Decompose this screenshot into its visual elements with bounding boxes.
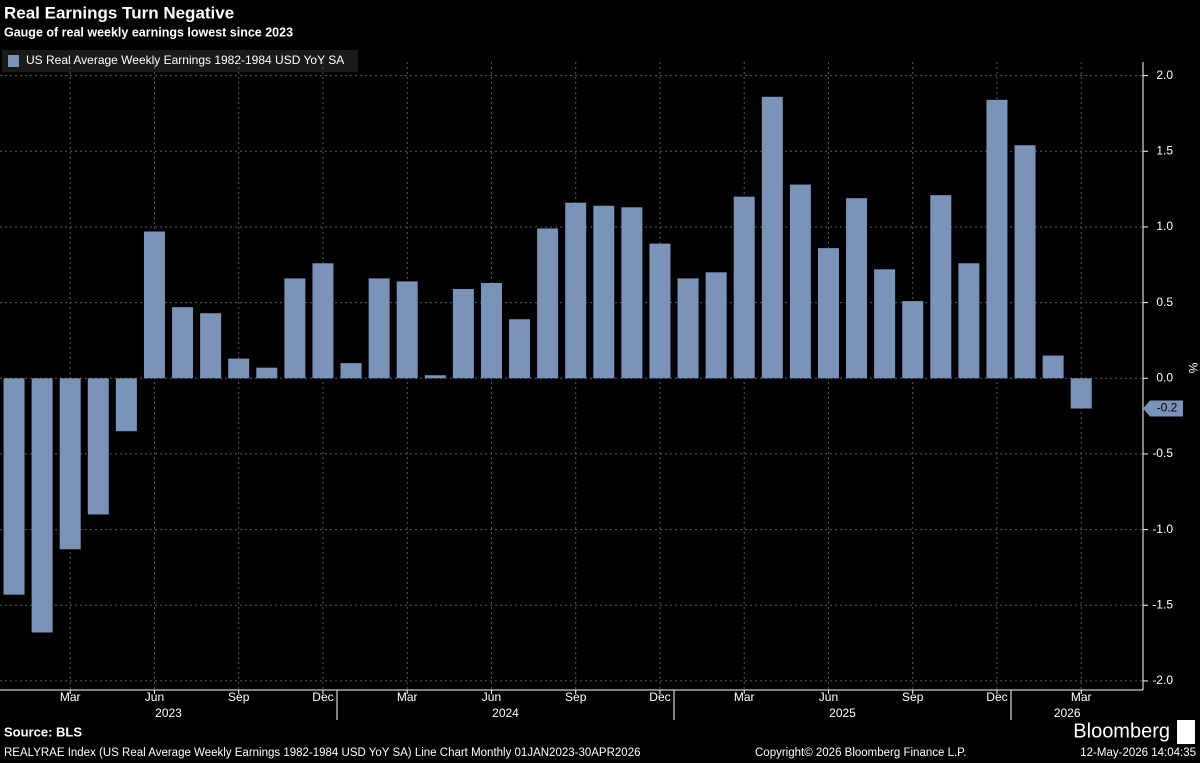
x-tick-label: Sep	[902, 690, 924, 704]
bar	[621, 207, 643, 379]
value-label: -0.2	[1157, 401, 1178, 415]
value-label-box	[1143, 400, 1183, 417]
bar	[312, 263, 334, 379]
bar	[846, 198, 868, 379]
y-tick-label: -2.0	[1152, 673, 1173, 687]
bar	[200, 313, 222, 379]
bar	[789, 184, 811, 379]
legend-box	[2, 50, 358, 72]
bar	[817, 248, 839, 379]
x-tick-label: Jun	[145, 690, 164, 704]
y-tick-label: 2.0	[1156, 68, 1173, 82]
bar	[509, 319, 531, 379]
y-tick-label: -1.0	[1152, 522, 1173, 536]
bar	[874, 269, 896, 379]
copyright: Copyright© 2026 Bloomberg Finance L.P.	[755, 747, 967, 759]
bar	[593, 205, 615, 379]
bar	[87, 378, 109, 515]
bar	[986, 99, 1008, 379]
x-tick-label: Mar	[1071, 690, 1092, 704]
legend-label: US Real Average Weekly Earnings 1982-198…	[26, 53, 344, 67]
timestamp: 12-May-2026 14:04:35	[1080, 747, 1196, 759]
bar	[256, 367, 278, 379]
x-tick-label: Sep	[565, 690, 587, 704]
bar	[59, 378, 81, 550]
bar	[3, 378, 25, 595]
x-tick-label: Mar	[734, 690, 755, 704]
bar	[284, 278, 306, 379]
bar	[452, 288, 474, 379]
x-tick-label: Jun	[482, 690, 501, 704]
year-label: 2025	[829, 706, 856, 720]
x-tick-label: Mar	[397, 690, 418, 704]
bar	[368, 278, 390, 379]
bar	[649, 243, 671, 379]
y-tick-label: -1.5	[1152, 597, 1173, 611]
x-tick-label: Dec	[312, 690, 333, 704]
x-tick-label: Dec	[649, 690, 670, 704]
bar	[537, 228, 559, 379]
year-label: 2026	[1054, 706, 1081, 720]
bar	[340, 363, 362, 379]
bar	[677, 278, 699, 379]
chart-subtitle: Gauge of real weekly earnings lowest sin…	[4, 25, 293, 39]
x-tick-label: Mar	[60, 690, 81, 704]
y-tick-label: 0.5	[1156, 295, 1173, 309]
year-label: 2023	[155, 706, 182, 720]
bar	[930, 195, 952, 379]
bar	[480, 282, 502, 379]
bar	[1042, 355, 1064, 379]
bar	[424, 375, 446, 379]
bar	[958, 263, 980, 379]
bar	[565, 202, 587, 379]
bar	[228, 358, 250, 379]
y-tick-label: 1.5	[1156, 143, 1173, 157]
footnote: REALYRAE Index (US Real Average Weekly E…	[4, 747, 641, 759]
y-tick-label: -0.5	[1152, 446, 1173, 460]
brand-mark	[1177, 720, 1195, 744]
legend-swatch	[8, 55, 19, 67]
x-tick-label: Dec	[986, 690, 1007, 704]
bar	[1014, 145, 1036, 379]
brand: Bloomberg	[1073, 720, 1170, 742]
bar	[733, 196, 755, 379]
bar	[902, 301, 924, 379]
source: Source: BLS	[4, 724, 82, 739]
bar	[172, 307, 194, 379]
bar	[143, 231, 165, 379]
bar	[396, 281, 418, 379]
x-tick-label: Sep	[228, 690, 250, 704]
chart-title: Real Earnings Turn Negative	[4, 3, 234, 22]
bar	[761, 96, 783, 379]
bar	[705, 272, 727, 379]
bar	[1070, 378, 1092, 409]
bar	[115, 378, 137, 432]
y-axis-label: %	[1186, 363, 1200, 374]
y-tick-label: 0.0	[1156, 370, 1173, 384]
y-tick-label: 1.0	[1156, 219, 1173, 233]
year-label: 2024	[492, 706, 519, 720]
bar	[31, 378, 53, 633]
x-tick-label: Jun	[819, 690, 838, 704]
